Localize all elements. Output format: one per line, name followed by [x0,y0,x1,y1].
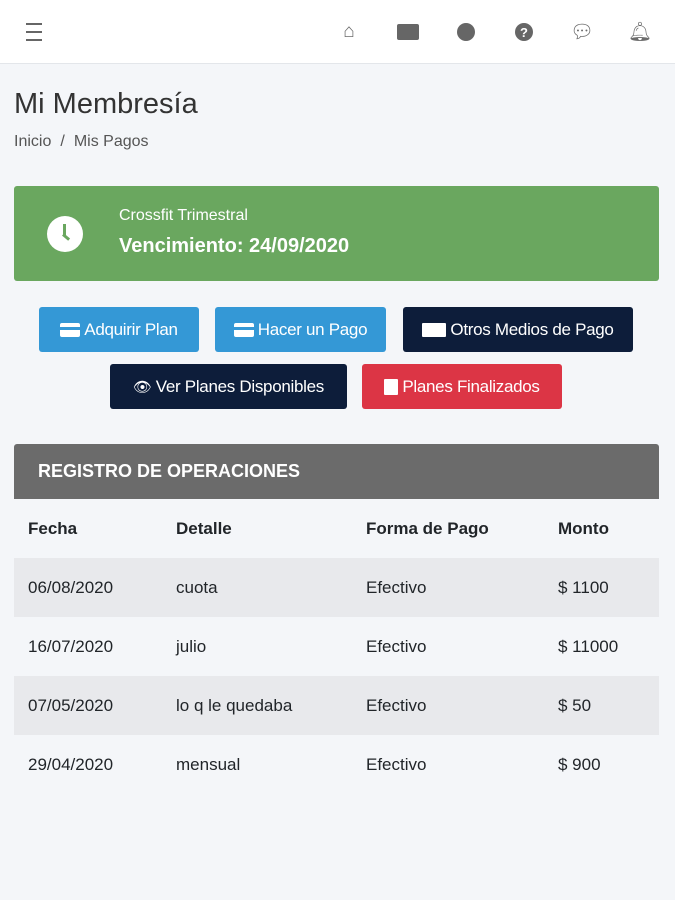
ver-planes-button[interactable]: 👁︎ Ver Planes Disponibles [110,364,347,409]
hacer-pago-button[interactable]: Hacer un Pago [215,307,386,352]
cell-fecha: 16/07/2020 [28,636,114,656]
cell-fecha: 07/05/2020 [14,676,162,735]
membership-card: Crossfit Trimestral Vencimiento: 24/09/2… [14,186,659,281]
cell-monto: $ 50 [544,676,659,735]
plan-name: Crossfit Trimestral [119,207,248,224]
planes-finalizados-button[interactable]: Planes Finalizados [362,364,562,409]
chat-icon[interactable]: 💬︎ [569,22,595,43]
button-label: Hacer un Pago [257,319,368,339]
button-label: Planes Finalizados [402,376,540,396]
table-row: 07/05/2020 lo q le quedaba Efectivo $ 50 [14,676,659,735]
calendar-times-icon [384,378,399,395]
menu-icon[interactable] [22,20,46,44]
col-detalle: Detalle [176,519,232,538]
credit-card-icon [60,322,81,337]
expiry-date: Vencimiento: 24/09/2020 [119,235,350,257]
bell-icon[interactable]: 🔔︎ [627,22,653,43]
cell-detalle: julio [176,636,207,656]
top-navbar: ⌂ ? 💬︎ 🔔︎ [0,0,675,64]
breadcrumb-inicio[interactable]: Inicio [14,133,52,150]
home-icon[interactable]: ⌂ [343,21,355,42]
operations-table: Fecha Detalle Forma de Pago Monto 06/08/… [14,500,659,794]
cell-forma-pago: Efectivo [352,676,544,735]
cell-fecha: 06/08/2020 [14,558,162,617]
id-card-icon[interactable] [396,20,420,44]
breadcrumb-separator: / [60,133,65,150]
table-row: 29/04/2020 mensual Efectivo $ 900 [14,735,659,794]
help-icon[interactable]: ? [512,20,536,44]
cell-forma-pago: Efectivo [366,754,427,774]
user-icon[interactable] [454,20,478,44]
breadcrumb-mis-pagos: Mis Pagos [73,133,149,150]
breadcrumb: Inicio / Mis Pagos [14,133,149,151]
cell-monto: $ 11000 [558,636,619,656]
cell-detalle: lo q le quedaba [162,676,352,735]
col-forma-pago: Forma de Pago [366,519,489,538]
button-label: Otros Medios de Pago [450,319,614,339]
operations-header: REGISTRO DE OPERACIONES [14,444,659,499]
cell-monto: $ 1100 [544,558,659,617]
cell-monto: $ 900 [558,754,601,774]
eye-icon: 👁︎ [133,378,152,396]
cell-detalle: cuota [162,558,352,617]
col-monto: Monto [558,519,609,538]
table-header-row: Fecha Detalle Forma de Pago Monto [14,500,659,558]
cell-forma-pago: Efectivo [352,558,544,617]
table-row: 06/08/2020 cuota Efectivo $ 1100 [14,558,659,617]
button-label: Adquirir Plan [84,319,178,339]
otros-medios-button[interactable]: Otros Medios de Pago [403,307,633,352]
col-fecha: Fecha [28,519,78,538]
cell-fecha: 29/04/2020 [28,754,114,774]
cell-detalle: mensual [176,754,241,774]
cell-forma-pago: Efectivo [366,636,427,656]
page-title: Mi Membresía [14,88,198,120]
clock-icon [47,216,83,252]
money-bill-icon [422,322,447,337]
button-label: Ver Planes Disponibles [155,376,325,396]
adquirir-plan-button[interactable]: Adquirir Plan [39,307,199,352]
credit-card-icon [233,322,254,337]
table-row: 16/07/2020 julio Efectivo $ 11000 [14,617,659,676]
